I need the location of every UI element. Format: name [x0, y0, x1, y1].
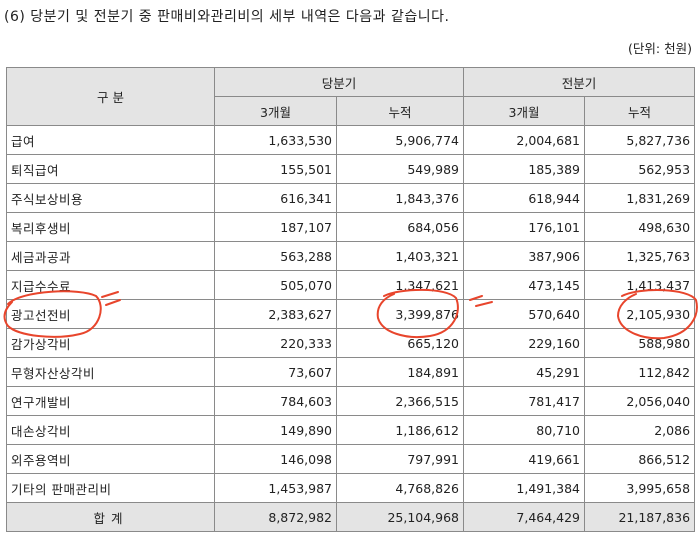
cell-current-cumulative: 1,186,612	[335, 415, 465, 445]
cell-prior-3m: 2,004,681	[463, 125, 586, 155]
cell-current-3m: 1,633,530	[214, 125, 337, 155]
cell-prior-cumulative: 562,953	[584, 154, 696, 184]
unit-label: (단위: 천원)	[628, 41, 692, 56]
cell-current-3m: 616,341	[214, 183, 337, 213]
header-prior-cumulative: 누적	[584, 96, 696, 126]
cell-current-3m: 155,501	[214, 154, 337, 184]
row-label: 지급수수료	[6, 270, 215, 300]
cell-current-3m: 2,383,627	[214, 299, 337, 329]
row-label: 대손상각비	[6, 415, 215, 445]
row-label: 무형자산상각비	[6, 357, 215, 387]
cell-prior-3m: 618,944	[463, 183, 586, 213]
header-prior-quarter: 전분기	[463, 67, 696, 97]
cell-prior-cumulative: 2,105,930	[584, 299, 696, 329]
row-label: 주식보상비용	[6, 183, 215, 213]
cell-current-3m: 220,333	[214, 328, 337, 358]
cell-current-3m: 563,288	[214, 241, 337, 271]
cell-current-cumulative: 684,056	[335, 212, 465, 242]
cell-prior-3m: 387,906	[463, 241, 586, 271]
cell-current-cumulative: 184,891	[335, 357, 465, 387]
cell-current-3m: 149,890	[214, 415, 337, 445]
cell-current-cumulative: 665,120	[335, 328, 465, 358]
cell-prior-cumulative: 112,842	[584, 357, 696, 387]
cell-current-cumulative: 1,403,321	[335, 241, 465, 271]
cell-prior-cumulative: 2,056,040	[584, 386, 696, 416]
cell-prior-3m: 45,291	[463, 357, 586, 387]
cell-current-cumulative: 3,399,876	[335, 299, 465, 329]
cell-current-3m: 187,107	[214, 212, 337, 242]
cell-current-cumulative: 4,768,826	[335, 473, 465, 503]
cell-current-cumulative: 25,104,968	[335, 502, 465, 532]
table-row: 세금과공과 563,288 1,403,321 387,906 1,325,763	[6, 241, 696, 271]
sga-expense-table: 구 분 당분기 전분기 3개월 누적 3개월 누적 급여 1,633,530 5,9…	[6, 67, 696, 532]
cell-prior-3m: 781,417	[463, 386, 586, 416]
header-current-3m: 3개월	[214, 96, 337, 126]
table-row: 주식보상비용 616,341 1,843,376 618,944 1,831,269	[6, 183, 696, 213]
header-current-cumulative: 누적	[335, 96, 465, 126]
cell-prior-3m: 419,661	[463, 444, 586, 474]
table-row: 기타의 판매관리비 1,453,987 4,768,826 1,491,384 3,99…	[6, 473, 696, 503]
cell-prior-3m: 7,464,429	[463, 502, 586, 532]
table-row: 광고선전비 2,383,627 3,399,876 570,640 2,105,930	[6, 299, 696, 329]
cell-prior-cumulative: 1,325,763	[584, 241, 696, 271]
row-label: 복리후생비	[6, 212, 215, 242]
cell-prior-3m: 229,160	[463, 328, 586, 358]
cell-prior-3m: 473,145	[463, 270, 586, 300]
table-row: 퇴직급여 155,501 549,989 185,389 562,953	[6, 154, 696, 184]
row-label: 광고선전비	[6, 299, 215, 329]
cell-current-cumulative: 5,906,774	[335, 125, 465, 155]
table-row: 무형자산상각비 73,607 184,891 45,291 112,842	[6, 357, 696, 387]
cell-current-cumulative: 797,991	[335, 444, 465, 474]
cell-current-3m: 1,453,987	[214, 473, 337, 503]
header-category: 구 분	[6, 67, 215, 126]
cell-prior-cumulative: 2,086	[584, 415, 696, 445]
cell-prior-cumulative: 1,831,269	[584, 183, 696, 213]
table-row: 지급수수료 505,070 1,347,621 473,145 1,413,437	[6, 270, 696, 300]
cell-prior-cumulative: 5,827,736	[584, 125, 696, 155]
cell-current-3m: 784,603	[214, 386, 337, 416]
table-row: 대손상각비 149,890 1,186,612 80,710 2,086	[6, 415, 696, 445]
cell-current-3m: 505,070	[214, 270, 337, 300]
cell-prior-3m: 1,491,384	[463, 473, 586, 503]
cell-current-3m: 8,872,982	[214, 502, 337, 532]
cell-prior-cumulative: 3,995,658	[584, 473, 696, 503]
row-label: 외주용역비	[6, 444, 215, 474]
header-current-quarter: 당분기	[213, 67, 465, 97]
total-row: 합계 8,872,982 25,104,968 7,464,429 21,187,836	[6, 502, 696, 532]
row-label: 감가상각비	[6, 328, 215, 358]
header-prior-3m: 3개월	[463, 96, 586, 126]
cell-prior-cumulative: 866,512	[584, 444, 696, 474]
cell-current-3m: 73,607	[214, 357, 337, 387]
table-row: 외주용역비 146,098 797,991 419,661 866,512	[6, 444, 696, 474]
cell-prior-3m: 570,640	[463, 299, 586, 329]
table-row: 연구개발비 784,603 2,366,515 781,417 2,056,040	[6, 386, 696, 416]
cell-prior-3m: 80,710	[463, 415, 586, 445]
cell-prior-cumulative: 1,413,437	[584, 270, 696, 300]
cell-current-cumulative: 1,347,621	[335, 270, 465, 300]
table-row: 급여 1,633,530 5,906,774 2,004,681 5,827,736	[6, 125, 696, 155]
row-label: 퇴직급여	[6, 154, 215, 184]
cell-current-cumulative: 1,843,376	[335, 183, 465, 213]
row-label: 급여	[6, 125, 215, 155]
cell-current-3m: 146,098	[214, 444, 337, 474]
row-label: 세금과공과	[6, 241, 215, 271]
cell-prior-cumulative: 498,630	[584, 212, 696, 242]
cell-current-cumulative: 549,989	[335, 154, 465, 184]
cell-current-cumulative: 2,366,515	[335, 386, 465, 416]
row-label: 기타의 판매관리비	[6, 473, 215, 503]
cell-prior-3m: 185,389	[463, 154, 586, 184]
table-row: 감가상각비 220,333 665,120 229,160 588,980	[6, 328, 696, 358]
cell-prior-cumulative: 21,187,836	[584, 502, 696, 532]
section-heading: (6) 당분기 및 전분기 중 판매비와관리비의 세부 내역은 다음과 같습니다…	[4, 9, 450, 25]
table-body: 급여 1,633,530 5,906,774 2,004,681 5,827,736 퇴직…	[6, 125, 696, 532]
row-label: 합계	[6, 502, 215, 532]
row-label: 연구개발비	[6, 386, 215, 416]
table-row: 복리후생비 187,107 684,056 176,101 498,630	[6, 212, 696, 242]
cell-prior-3m: 176,101	[463, 212, 586, 242]
cell-prior-cumulative: 588,980	[584, 328, 696, 358]
